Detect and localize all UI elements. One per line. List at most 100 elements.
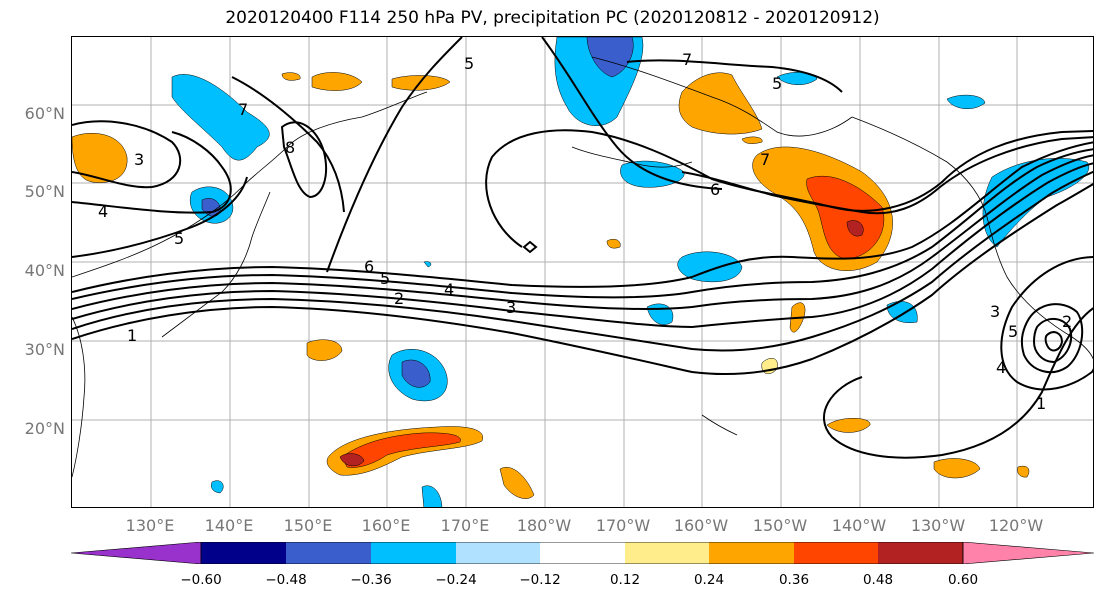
lon-label-130e: 130°E — [125, 516, 175, 535]
lat-label-40n: 40°N — [24, 261, 65, 280]
contour-labels: 3 4 5 7 8 5 7 5 6 7 6 5 4 3 2 1 3 5 4 1 … — [98, 50, 1072, 413]
coast-japan — [161, 191, 271, 338]
contour-3-jet — [72, 162, 1093, 329]
contour-8-ridge — [280, 121, 328, 199]
colorbar-bin — [878, 542, 963, 564]
contour-label: 3 — [134, 150, 144, 169]
contour-label: 7 — [682, 50, 692, 69]
contour-low-5 — [1044, 331, 1064, 352]
colorbar-tick: −0.36 — [350, 572, 392, 588]
neg-anomaly-kamchatka — [171, 74, 270, 161]
contour-label: 3 — [990, 302, 1000, 321]
neg-anomaly-tiny-2 — [423, 261, 432, 268]
contour-1-jet — [72, 183, 1093, 376]
coast-asia — [72, 91, 428, 278]
colorbar-tick: 0.60 — [947, 572, 979, 588]
colorbar-extend-high — [962, 542, 1094, 564]
neg-anomaly-pacific-mid — [677, 251, 743, 283]
colorbar-bin — [540, 542, 625, 564]
contour-label: 5 — [380, 269, 390, 288]
colorbar-bin — [709, 542, 794, 564]
lon-label-160w: 160°W — [673, 516, 729, 535]
contour-low-outer — [1000, 256, 1093, 391]
pos-anomaly-hawaii-e — [826, 418, 871, 433]
neg-anomaly-alaska-small — [776, 72, 818, 85]
colorbar-bin — [201, 542, 286, 564]
lon-label-160e: 160°E — [361, 516, 411, 535]
pos-anomaly-sub-south-core — [339, 453, 365, 467]
lat-label-50n: 50°N — [24, 182, 65, 201]
contour-label: 2 — [394, 289, 404, 308]
pos-anomaly-central — [306, 339, 343, 361]
neg-anomaly-bering-core — [586, 37, 634, 78]
lat-label-30n: 30°N — [24, 340, 65, 359]
colorbar-tick: 0.24 — [693, 572, 725, 588]
contour-1-south — [822, 307, 1093, 459]
pos-anomaly-tiny-mid — [606, 239, 621, 249]
colorbar-bin — [286, 542, 371, 564]
lon-label-150w: 150°W — [752, 516, 808, 535]
contour-6-jet — [72, 141, 1093, 293]
contour-label: 5 — [1008, 322, 1018, 341]
colorbar-tick: 0.36 — [778, 572, 810, 588]
contour-7-ridge — [231, 76, 345, 213]
contour-label: 6 — [364, 257, 374, 276]
contour-4-west — [72, 131, 232, 214]
pos-anomaly-okhotsk-2 — [311, 72, 363, 91]
contour-2-jet — [72, 170, 1093, 352]
coast-hawaii — [701, 414, 738, 436]
colorbar-bin — [456, 542, 540, 564]
contour-5-alaska — [626, 59, 843, 93]
colorbar-tick: −0.12 — [519, 572, 561, 588]
contour-label: 6 — [710, 180, 720, 199]
contour-4-jet — [72, 154, 1093, 310]
colorbar-tick: −0.60 — [180, 572, 222, 588]
colorbar-extend-low — [71, 542, 202, 564]
pos-anomaly-okhotsk-1 — [281, 72, 301, 81]
contour-label: 5 — [772, 74, 782, 93]
neg-anomaly-south — [421, 485, 443, 507]
pos-anomaly-okhotsk-3 — [391, 75, 451, 91]
colorbar-bin — [371, 542, 456, 564]
lat-label-20n: 20°N — [24, 419, 65, 438]
contour-low-3 — [1020, 303, 1084, 374]
contour-label: 7 — [760, 150, 770, 169]
pos-anomaly-baja — [933, 458, 981, 479]
lon-label-120w: 120°W — [988, 516, 1044, 535]
precip-anomaly-shading — [72, 37, 1089, 507]
lat-label-60n: 60°N — [24, 104, 65, 123]
contour-low-4 — [1032, 318, 1073, 364]
lon-label-170e: 170°E — [440, 516, 490, 535]
colorbar-tick: −0.48 — [265, 572, 307, 588]
contour-label: 4 — [996, 358, 1006, 377]
contour-label: 4 — [444, 280, 454, 299]
contour-label: 3 — [506, 298, 516, 317]
figure-title: 2020120400 F114 250 hPa PV, precipitatio… — [225, 8, 880, 28]
contour-7-bering — [541, 37, 723, 190]
neg-anomaly-tiny-1 — [211, 480, 224, 494]
lon-label-170w: 170°W — [595, 516, 651, 535]
neg-anomaly-canada — [982, 158, 1089, 248]
pos-anomaly-sub-south-2 — [499, 467, 535, 499]
colorbar-tick: 0.12 — [609, 572, 641, 588]
contour-label: 4 — [98, 202, 108, 221]
pos-anomaly-gulf — [678, 72, 763, 135]
contour-5-west — [72, 176, 248, 258]
pos-anomaly-sub-south-strong — [341, 432, 461, 468]
contour-5-jet — [72, 148, 1093, 300]
colorbar-bin — [625, 542, 709, 564]
coast-aleutians — [571, 146, 693, 168]
map-canvas: 3 4 5 7 8 5 7 5 6 7 6 5 4 3 2 1 3 5 4 1 … — [72, 37, 1093, 507]
lon-label-180w: 180°W — [516, 516, 572, 535]
contour-label: 5 — [174, 229, 184, 248]
pv-contours — [72, 37, 1093, 459]
contour-3-west — [72, 120, 182, 189]
coast-alaska — [591, 56, 853, 137]
pos-anomaly-west — [72, 133, 128, 183]
colorbar-frame — [200, 542, 964, 564]
contour-label: 2 — [1062, 312, 1072, 331]
map-panel: 3 4 5 7 8 5 7 5 6 7 6 5 4 3 2 1 3 5 4 1 … — [71, 36, 1094, 508]
contour-7-trough — [681, 136, 1093, 215]
neg-anomaly-subtropics-core — [401, 359, 431, 388]
contour-label: 1 — [1036, 394, 1046, 413]
